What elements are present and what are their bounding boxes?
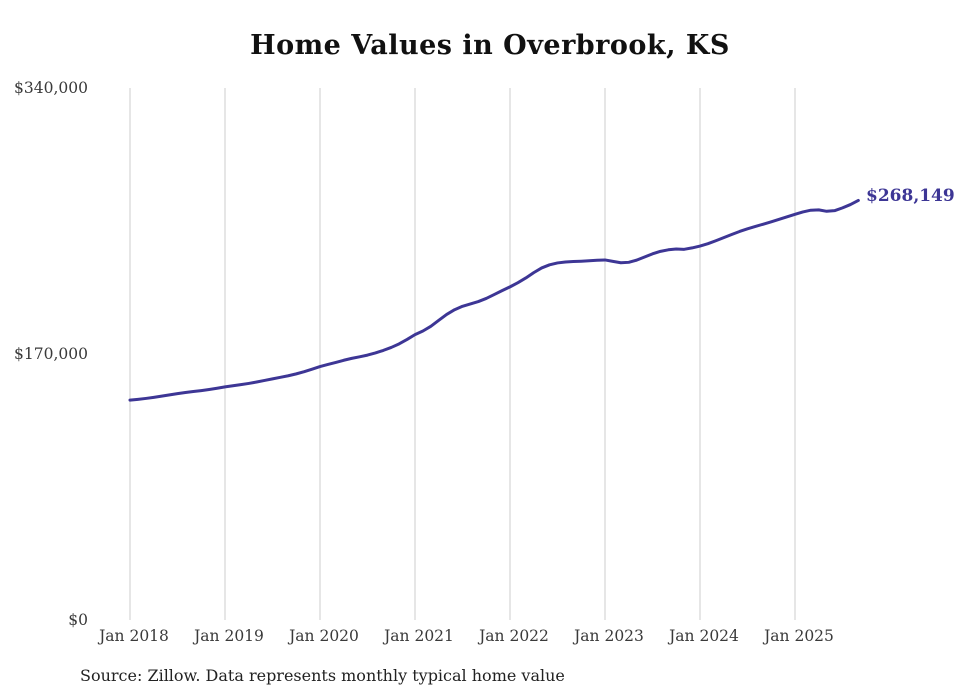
chart-title: Home Values in Overbrook, KS (250, 30, 730, 61)
x-tick-label: Jan 2018 (97, 627, 169, 645)
x-tick-label: Jan 2020 (287, 627, 359, 645)
latest-value-label: $268,149 (866, 186, 955, 206)
y-tick-label: $0 (68, 611, 88, 629)
x-tick-label: Jan 2024 (667, 627, 739, 645)
series-line (128, 198, 860, 402)
x-tick-label: Jan 2025 (762, 627, 834, 645)
source-note: Source: Zillow. Data represents monthly … (80, 666, 565, 685)
x-tick-label: Jan 2019 (192, 627, 264, 645)
x-tick-label: Jan 2023 (572, 627, 644, 645)
x-tick-label: Jan 2021 (382, 627, 454, 645)
x-tick-label: Jan 2022 (477, 627, 549, 645)
y-tick-label: $170,000 (14, 345, 88, 363)
y-tick-label: $340,000 (14, 79, 88, 97)
